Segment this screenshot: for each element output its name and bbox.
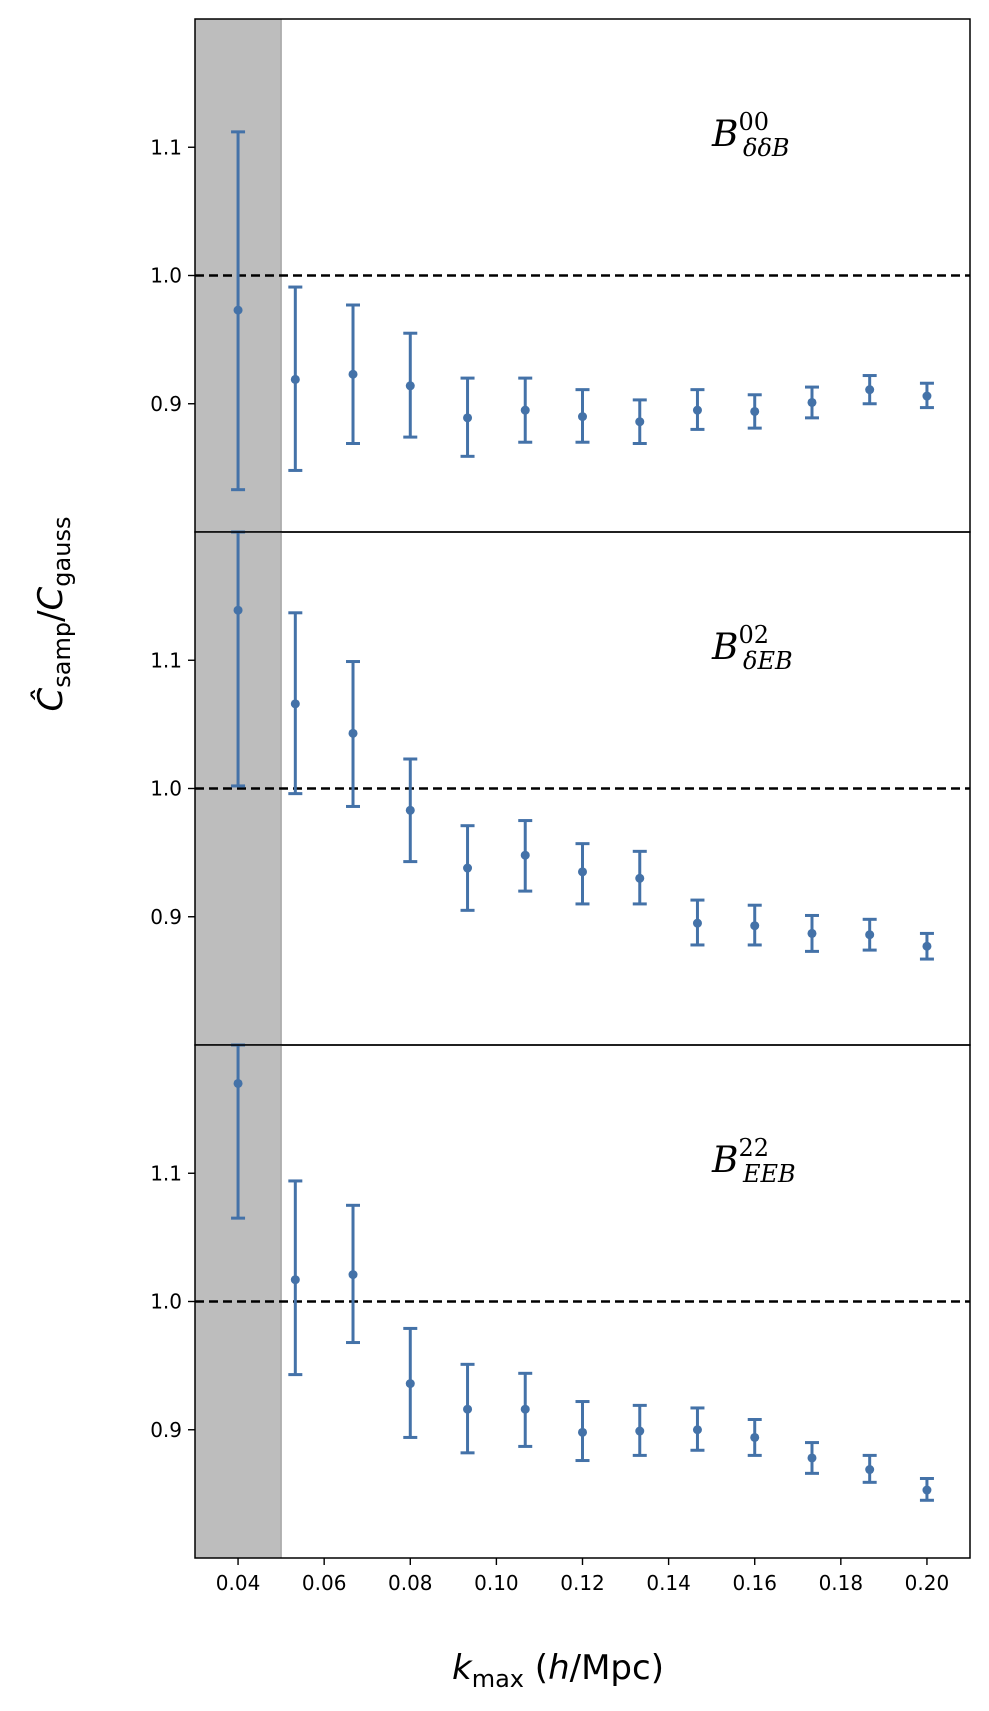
- x-tick-label: 0.12: [560, 1571, 605, 1595]
- panel-label-sup: 02: [738, 621, 769, 649]
- panel-label: B02 δEB: [711, 621, 793, 675]
- y-axis-title-sub2: gauss: [48, 517, 76, 587]
- data-point: [578, 1427, 587, 1437]
- y-axis-title-c: C: [31, 586, 71, 610]
- y-axis-title-slash: /: [31, 610, 71, 622]
- panel-label-sub: EEB: [742, 1160, 796, 1188]
- data-point: [463, 413, 473, 423]
- data-point: [807, 928, 817, 938]
- data-point: [348, 1270, 358, 1280]
- y-tick-label: 0.9: [150, 392, 182, 416]
- y-axis-title: Ĉsamp/Cgauss: [30, 517, 76, 712]
- x-axis-title-unit: /Mpc): [570, 1648, 664, 1688]
- x-tick-label: 0.06: [302, 1571, 347, 1595]
- y-tick-label: 0.9: [150, 905, 182, 929]
- x-axis-title: kmax (h/Mpc): [452, 1648, 664, 1693]
- y-tick-label: 1.1: [150, 1161, 182, 1185]
- data-point: [807, 1453, 817, 1463]
- data-point: [692, 1425, 702, 1435]
- data-point: [922, 941, 932, 951]
- data-point: [807, 397, 817, 407]
- x-axis-title-open: (: [524, 1648, 548, 1688]
- data-point: [578, 412, 587, 422]
- data-point: [865, 930, 875, 940]
- data-point: [922, 1485, 932, 1495]
- panel-label-sub: δEB: [743, 647, 793, 675]
- data-point: [635, 873, 645, 883]
- y-tick-label: 1.1: [150, 648, 182, 672]
- data-point: [290, 699, 300, 709]
- data-point: [750, 921, 760, 931]
- data-point: [233, 605, 243, 615]
- data-point: [750, 1432, 760, 1442]
- data-point: [405, 805, 415, 815]
- x-tick-label: 0.08: [388, 1571, 433, 1595]
- x-tick-label: 0.20: [905, 1571, 950, 1595]
- x-axis-title-k: k: [452, 1648, 473, 1688]
- data-point: [405, 1379, 415, 1389]
- panel-1: 0.9 1.0 1.1 B00 δδB: [150, 18, 971, 533]
- x-tick-label: 0.18: [819, 1571, 864, 1595]
- data-point: [290, 1275, 300, 1285]
- data-point: [233, 1078, 243, 1088]
- x-axis-title-sub: max: [472, 1665, 524, 1693]
- data-point: [635, 1426, 645, 1436]
- y-tick-label: 1.0: [150, 264, 182, 288]
- y-tick-label: 1.0: [150, 777, 182, 801]
- y-axis-title-sub1: samp: [48, 622, 76, 688]
- data-point: [405, 381, 415, 391]
- x-tick-label: 0.04: [216, 1571, 261, 1595]
- x-tick-label: 0.16: [732, 1571, 777, 1595]
- y-tick-label: 1.0: [150, 1290, 182, 1314]
- y-axis-title-main: Ĉ: [30, 687, 71, 711]
- data-point: [290, 374, 300, 384]
- panel-3: 0.9 1.0 1.1 B22 EEB: [150, 1043, 971, 1559]
- panel-label-base: B: [711, 627, 738, 668]
- y-tick-label: 1.1: [150, 135, 182, 159]
- panel-label-sub: δδB: [743, 134, 790, 162]
- x-axis-title-h: h: [548, 1648, 570, 1688]
- panel-2: 0.9 1.0 1.1 B02 δEB: [150, 530, 971, 1046]
- data-point: [922, 391, 932, 401]
- panel-label-sup: 22: [738, 1134, 769, 1162]
- panel-label: B22 EEB: [711, 1134, 796, 1188]
- data-point: [578, 867, 587, 877]
- x-tick-label: 0.10: [474, 1571, 519, 1595]
- panel-label-sup: 00: [738, 108, 769, 136]
- data-point: [865, 385, 875, 395]
- data-point: [520, 1404, 530, 1414]
- panel-label-base: B: [711, 114, 738, 155]
- data-point: [865, 1465, 875, 1475]
- data-point: [463, 863, 473, 873]
- x-tick-label: 0.14: [646, 1571, 691, 1595]
- data-point: [463, 1404, 473, 1414]
- data-point: [520, 850, 530, 860]
- data-point: [635, 417, 645, 427]
- y-tick-label: 0.9: [150, 1418, 182, 1442]
- data-point: [348, 369, 358, 379]
- data-point: [520, 405, 530, 415]
- data-point: [233, 305, 243, 315]
- data-point: [692, 405, 702, 415]
- data-point: [348, 728, 358, 738]
- data-point: [750, 406, 760, 416]
- panel-label: B00 δδB: [711, 108, 790, 162]
- data-point: [692, 918, 702, 928]
- panel-label-base: B: [711, 1140, 738, 1181]
